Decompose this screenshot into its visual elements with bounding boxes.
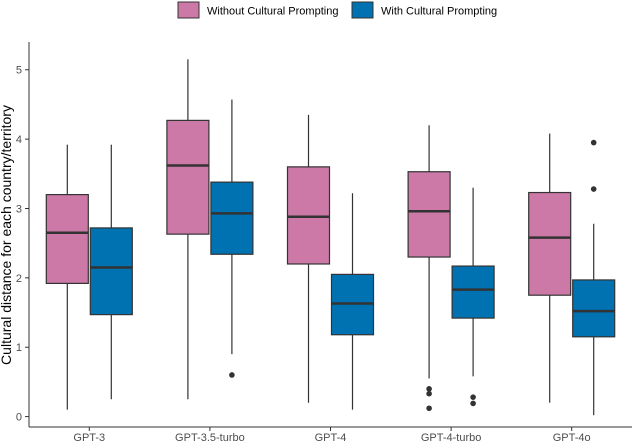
box-iqr: [451, 265, 495, 319]
y-tick-label: 1: [16, 342, 22, 354]
box-series: [45, 59, 616, 416]
y-axis-title: Cultural distance for each country/terri…: [0, 105, 14, 365]
x-axis-ticks: GPT-3 GPT-3.5-turbo GPT-4 GPT-4-turbo GPT-4o: [73, 427, 591, 442]
legend-swatch: [177, 1, 200, 19]
box-group: [330, 193, 375, 410]
y-tick-label: 3: [16, 203, 22, 215]
box-group: [210, 99, 254, 378]
box-group: [572, 139, 616, 416]
outlier-point: [590, 139, 597, 146]
y-axis-ticks: 0 1 2 3 4 5: [16, 65, 29, 424]
box-group: [528, 133, 572, 403]
legend-label: With Cultural Prompting: [381, 6, 497, 18]
box-iqr: [166, 119, 210, 235]
box-iqr: [45, 194, 89, 285]
outlier-point: [426, 386, 432, 392]
box-iqr: [528, 191, 572, 296]
box-iqr: [210, 181, 254, 255]
box-group: [89, 144, 133, 400]
outlier-point: [470, 400, 476, 407]
box-group: [45, 144, 89, 410]
outlier-point: [426, 390, 432, 397]
outlier-point: [470, 394, 476, 400]
legend-swatch: [351, 1, 374, 19]
box-iqr: [89, 227, 133, 316]
box-iqr: [572, 279, 616, 338]
y-tick-label: 4: [16, 134, 22, 146]
x-tick-label: GPT-4o: [553, 432, 591, 442]
box-group: [451, 187, 495, 407]
x-tick-label: GPT-4-turbo: [421, 432, 482, 442]
x-tick-label: GPT-4: [315, 432, 347, 442]
y-tick-label: 0: [16, 412, 22, 424]
box-group: [286, 114, 331, 403]
y-tick-label: 2: [16, 273, 22, 285]
x-tick-label: GPT-3.5-turbo: [175, 432, 245, 442]
legend-label: Without Cultural Prompting: [207, 6, 338, 18]
box-group: [166, 59, 210, 400]
legend: Without Cultural Prompting With Cultural …: [177, 1, 497, 19]
box-iqr: [286, 166, 331, 265]
outlier-point: [229, 372, 235, 378]
box-group: [407, 125, 451, 412]
outlier-point: [590, 186, 597, 192]
y-tick-label: 5: [16, 65, 22, 77]
outlier-point: [426, 405, 432, 412]
x-tick-label: GPT-3: [73, 432, 105, 442]
box-iqr: [407, 171, 451, 258]
